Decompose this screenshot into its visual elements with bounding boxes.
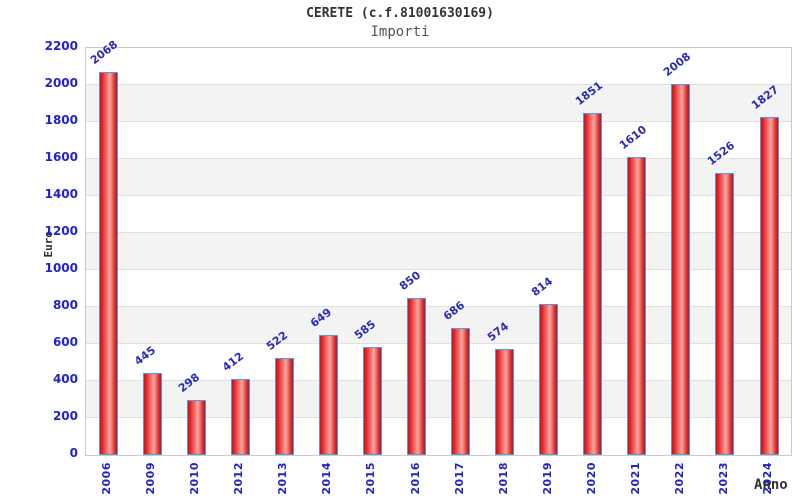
y-tick-label: 1600 (44, 150, 78, 164)
gridline (86, 269, 791, 270)
x-tick-label: 2018 (496, 462, 510, 495)
x-tick-label: 2015 (364, 462, 378, 495)
x-tick-label: 2013 (276, 462, 290, 495)
y-tick-label: 2200 (44, 39, 78, 53)
bar (451, 328, 470, 455)
gridline (86, 343, 791, 344)
y-tick-label: 800 (52, 298, 78, 312)
x-tick-label: 2020 (584, 462, 598, 495)
gridline (86, 380, 791, 381)
x-tick-label: 2009 (144, 462, 158, 495)
x-tick-label: 2010 (188, 462, 202, 495)
bar (583, 112, 603, 455)
plot-area: 2068 445 298 412 522 649 585 850 686 574 814 1851 16… (85, 38, 792, 456)
x-tick-label: 2014 (320, 462, 334, 495)
gridline (86, 306, 791, 307)
bar (274, 358, 294, 455)
x-tick-label: 2012 (232, 462, 246, 495)
x-tick-label: 2016 (408, 462, 422, 495)
bar (318, 334, 338, 455)
bar (759, 117, 779, 455)
bar (671, 83, 691, 455)
bar (407, 297, 426, 455)
gridline (86, 158, 791, 159)
x-tick-label: 2023 (716, 462, 730, 495)
y-tick-label: 0 (69, 446, 78, 460)
y-tick-label: 1400 (44, 187, 78, 201)
x-tick-label: 2006 (100, 462, 113, 495)
gridline (86, 232, 791, 233)
bar (230, 378, 250, 455)
y-tick-label: 200 (52, 409, 78, 423)
x-tick-label: 2017 (452, 462, 466, 495)
gridline (86, 417, 791, 418)
bar (495, 348, 515, 455)
bar (715, 172, 735, 455)
gridline (86, 121, 791, 122)
x-axis-label: Anno (754, 477, 788, 493)
chart-subtitle: Importi (370, 24, 430, 40)
y-tick-label: 1800 (44, 113, 78, 127)
bar (627, 157, 647, 455)
chart-title: CERETE (c.f.81001630169) (306, 6, 494, 21)
bar (98, 72, 118, 455)
y-tick-label: 2000 (44, 76, 78, 90)
bar (142, 372, 162, 455)
bar (362, 346, 382, 455)
x-tick-label: 2022 (672, 462, 686, 495)
y-tick-label: 400 (52, 372, 78, 386)
bar (186, 399, 206, 455)
bar (539, 304, 559, 455)
gridline (86, 195, 791, 196)
y-tick-label: 1000 (44, 261, 78, 275)
gridline (86, 84, 791, 85)
y-tick-label: 1200 (44, 224, 78, 238)
x-tick-label: 2019 (540, 462, 554, 495)
x-tick-label: 2021 (628, 462, 642, 495)
y-tick-label: 600 (52, 335, 78, 349)
